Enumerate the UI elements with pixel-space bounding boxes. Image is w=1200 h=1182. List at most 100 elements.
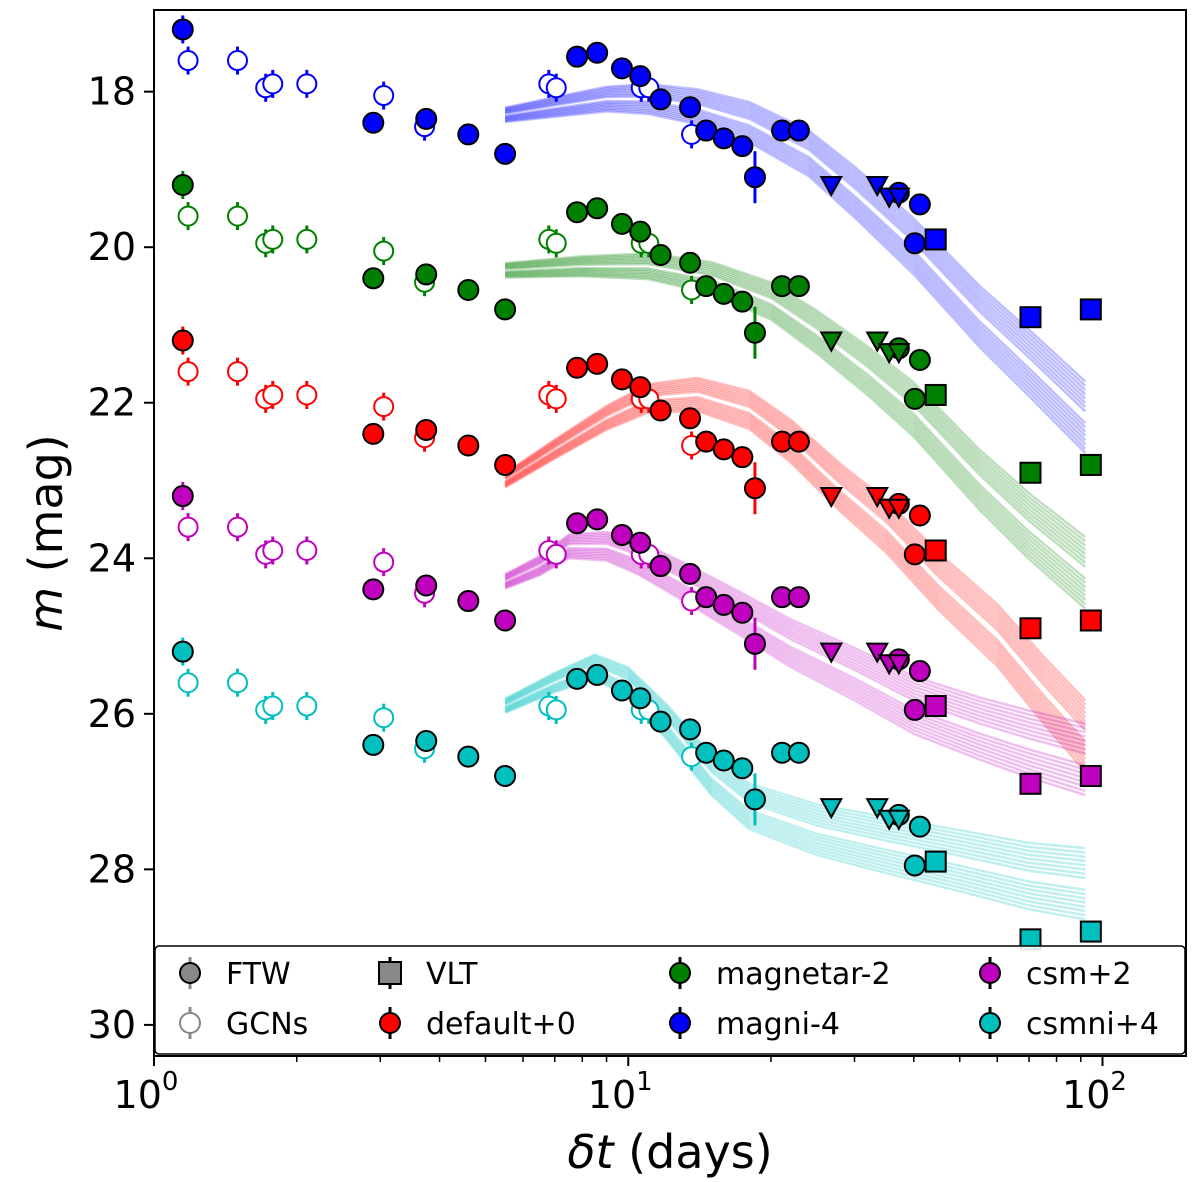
- ftw-point: [457, 590, 480, 613]
- x-axis-ticks: 100 101 102: [114, 1056, 1127, 1117]
- ftw-point: [362, 578, 385, 601]
- model-curve-magnetar-2: [505, 262, 1087, 568]
- upper-limit-point: [887, 498, 911, 520]
- model-curve-csm+2: [504, 535, 1086, 738]
- x-axis-label: δt (days): [567, 1125, 772, 1179]
- ftw-point: [908, 504, 931, 527]
- ftw-point: [649, 88, 672, 111]
- ftw-point: [566, 512, 589, 535]
- ftw-point: [586, 41, 609, 64]
- model-curve-magnetar-2: [504, 253, 1087, 543]
- data-points: [171, 15, 1102, 951]
- model-curve-default+0: [504, 384, 1087, 719]
- model-curve-default+0: [504, 386, 1087, 723]
- ftw-point: [679, 96, 702, 119]
- model-curve-default+0: [504, 405, 1087, 765]
- gcn-point: [227, 361, 249, 383]
- ftw-point: [629, 376, 652, 399]
- ftw-point: [903, 698, 926, 721]
- gcn-point: [262, 228, 284, 250]
- ftw-point: [743, 477, 766, 500]
- ftw-point: [787, 275, 810, 298]
- ftw-point: [712, 593, 735, 616]
- model-curve-csm+2: [504, 532, 1086, 730]
- ftw-point: [586, 352, 609, 375]
- ftw-point: [649, 555, 672, 578]
- gcn-point: [373, 85, 395, 107]
- gcn-point: [296, 228, 318, 250]
- model-curve-default+0: [504, 403, 1087, 760]
- ftw-point: [903, 232, 926, 255]
- vlt-point: [924, 695, 947, 718]
- ftw-point: [712, 282, 735, 305]
- legend-marker: [378, 961, 402, 985]
- model-curve-magnetar-2: [505, 275, 1087, 610]
- ftw-point: [712, 127, 735, 150]
- plot-frame: [153, 9, 1187, 1057]
- gcn-point: [545, 543, 567, 565]
- model-curve-magni-4: [504, 102, 1087, 433]
- gcn-point: [227, 516, 249, 538]
- y-tick-label: 18: [88, 70, 136, 114]
- gcn-point: [177, 50, 199, 72]
- ftw-point: [679, 407, 702, 430]
- upper-limit-point: [819, 331, 843, 353]
- upper-limit-point: [887, 343, 911, 365]
- model-curve-csm+2: [504, 537, 1086, 742]
- upper-limit-point: [865, 175, 889, 198]
- gcn-point: [545, 232, 567, 254]
- ftw-point: [610, 523, 633, 546]
- ftw-point: [362, 733, 385, 756]
- vlt-point: [1019, 617, 1042, 640]
- ftw-point: [903, 854, 926, 877]
- model-curve-csmni+4: [504, 656, 1086, 858]
- model-curve-csm+2: [504, 551, 1086, 780]
- ftw-point: [362, 111, 385, 134]
- model-curve-default+0: [504, 401, 1087, 756]
- upper-limit-point: [819, 642, 843, 664]
- ftw-point: [415, 574, 438, 597]
- upper-limit-point: [865, 642, 889, 664]
- vlt-point: [1079, 609, 1102, 632]
- ftw-point: [903, 543, 926, 566]
- model-curve-magnetar-2: [504, 252, 1087, 539]
- gcn-point: [262, 384, 284, 406]
- gcn-point: [177, 205, 199, 227]
- ftw-point: [731, 446, 754, 469]
- ftw-point: [610, 212, 633, 235]
- gcn-point: [373, 551, 395, 573]
- ftw-point: [362, 422, 385, 445]
- ftw-point: [362, 267, 385, 290]
- legend-label: GCNs: [226, 1007, 308, 1042]
- legend: FTW GCNs VLT default+0 magnetar-2 magni-4 csm+…: [154, 945, 1186, 1055]
- ftw-point: [494, 765, 517, 788]
- ftw-point: [415, 418, 438, 441]
- ftw-point: [743, 321, 766, 344]
- ftw-point: [171, 640, 194, 663]
- model-curve-csmni+4: [504, 654, 1086, 854]
- model-curve-magnetar-2: [505, 256, 1087, 551]
- gcn-point: [296, 73, 318, 95]
- model-curve-csm+2: [504, 556, 1086, 797]
- x-tick-label: 102: [1062, 1067, 1127, 1117]
- model-curve-csmni+4: [504, 657, 1086, 863]
- x-tick-label: 100: [114, 1067, 179, 1117]
- ftw-point: [679, 251, 702, 274]
- gcn-point: [296, 384, 318, 406]
- ftw-point: [457, 434, 480, 457]
- legend-label: VLT: [426, 957, 478, 992]
- model-curve-magnetar-2: [505, 261, 1087, 564]
- y-tick-label: 30: [88, 1003, 136, 1047]
- upper-limit-point: [887, 809, 911, 831]
- ftw-point: [171, 329, 194, 352]
- model-curve-magnetar-2: [505, 273, 1087, 606]
- gcn-point: [545, 699, 567, 721]
- model-curve-magni-4: [504, 101, 1087, 429]
- ftw-point: [903, 387, 926, 410]
- gcn-point: [373, 396, 395, 418]
- model-curve-csm+2: [504, 554, 1086, 788]
- model-curve-magni-4: [504, 108, 1087, 450]
- model-curve-magni-4: [504, 107, 1087, 446]
- gcn-point: [262, 695, 284, 717]
- model-curve-magni-4: [504, 82, 1087, 383]
